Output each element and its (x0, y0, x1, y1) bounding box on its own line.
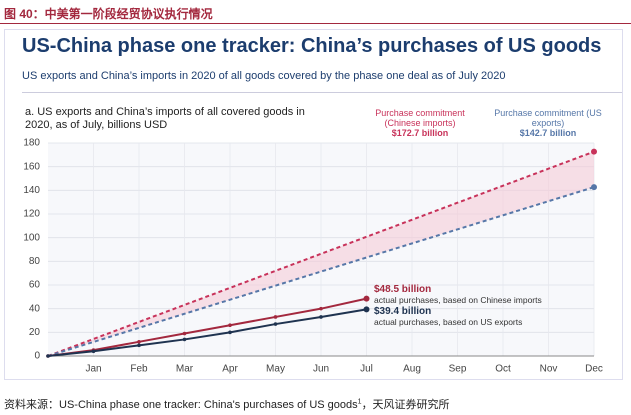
actual-value: $39.4 billion (374, 306, 432, 317)
y-tick-label: 120 (23, 209, 40, 220)
point (91, 349, 96, 354)
point (137, 343, 141, 348)
point (182, 337, 187, 342)
chart-subtitle: US exports and China’s imports in 2020 o… (22, 70, 506, 82)
y-tick-label: 160 (23, 161, 40, 172)
point (182, 331, 187, 336)
x-tick-label: Mar (176, 364, 194, 375)
point (319, 306, 323, 311)
point (591, 184, 597, 191)
series-line (47, 308, 367, 357)
point (319, 315, 323, 319)
y-tick-label: 0 (34, 351, 40, 362)
y-tick-label: 180 (23, 138, 40, 149)
commitment-name: Purchase commitment (Chinese imports) (375, 108, 465, 128)
y-tick-label: 20 (29, 327, 41, 338)
actual-name: actual purchases, based on Chinese impor… (374, 295, 542, 305)
point (363, 306, 370, 313)
y-tick-label: 60 (29, 280, 41, 291)
point (46, 354, 50, 358)
commitment-value: $142.7 billion (519, 128, 577, 138)
source-prefix: 资料来源： (4, 399, 59, 411)
point (137, 340, 141, 344)
point (273, 315, 278, 319)
series-line (47, 297, 367, 357)
actual-name: actual purchases, based on US exports (374, 317, 523, 327)
source-suffix: ，天风证券研究所 (361, 399, 450, 411)
point (228, 323, 232, 328)
point (228, 330, 232, 335)
x-tick-label: Feb (130, 364, 148, 375)
point (273, 322, 278, 326)
x-tick-label: Jul (360, 364, 373, 375)
figure-header: 图 40：中美第一阶段经贸协议执行情况 (4, 7, 213, 21)
point (591, 148, 597, 155)
point (363, 295, 370, 302)
series-line (47, 186, 595, 357)
commitment-value: $172.7 billion (391, 128, 449, 138)
x-tick-label: Nov (540, 364, 558, 375)
x-tick-label: May (266, 364, 285, 375)
x-tick-label: Sep (449, 364, 467, 375)
source-text: US-China phase one tracker: China's purc… (59, 399, 358, 411)
commitment-name: Purchase commitment (US exports) (494, 108, 602, 128)
chart-title: US-China phase one tracker: China’s purc… (22, 35, 602, 57)
x-tick-label: Jan (85, 364, 101, 375)
header-rule (0, 23, 631, 24)
x-tick-label: Dec (585, 364, 603, 375)
x-tick-label: Oct (495, 364, 511, 375)
actual-value: $48.5 billion (374, 284, 432, 295)
y-tick-label: 140 (23, 185, 40, 196)
source: 资料来源：US-China phase one tracker: China's… (4, 396, 450, 412)
y-tick-label: 40 (29, 303, 41, 314)
frame (4, 29, 623, 380)
panel-title: a. US exports and China’s imports of all… (25, 106, 305, 131)
subtitle-rule (22, 92, 622, 93)
y-tick-label: 80 (29, 256, 41, 267)
x-tick-label: Jun (313, 364, 329, 375)
series-line (47, 150, 595, 357)
x-tick-label: Apr (222, 364, 238, 375)
source-note: 1 (357, 398, 362, 406)
y-tick-label: 100 (23, 232, 40, 243)
x-tick-label: Aug (403, 364, 421, 375)
